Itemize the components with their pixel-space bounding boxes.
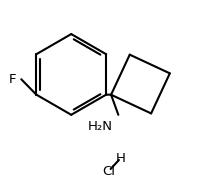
Text: H₂N: H₂N bbox=[88, 120, 113, 133]
Text: Cl: Cl bbox=[102, 165, 115, 178]
Text: H: H bbox=[115, 152, 125, 165]
Text: F: F bbox=[9, 73, 17, 86]
